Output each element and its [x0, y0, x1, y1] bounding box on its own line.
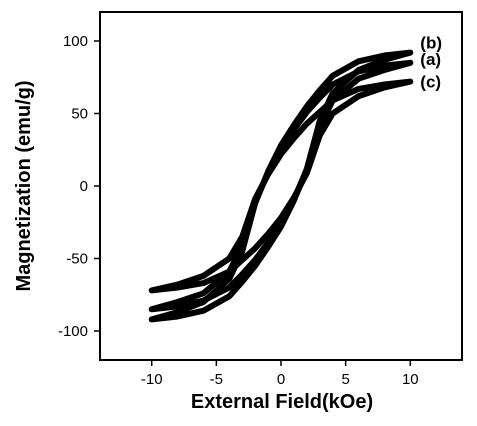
series-label: (b): [420, 34, 442, 53]
series-label: (c): [420, 73, 441, 92]
y-tick-label: 50: [71, 106, 88, 123]
y-tick-label: 100: [63, 33, 88, 50]
x-tick-label: 10: [402, 371, 419, 388]
series-label: (a): [420, 50, 441, 69]
x-tick-label: -5: [210, 371, 223, 388]
x-tick-label: 0: [277, 371, 285, 388]
x-tick-label: 5: [341, 371, 349, 388]
y-tick-label: 0: [80, 178, 88, 195]
x-axis-label: External Field(kOe): [191, 391, 373, 413]
y-tick-label: -50: [66, 251, 88, 268]
hysteresis-loop: [148, 59, 414, 313]
y-tick-label: -100: [58, 323, 88, 340]
x-tick-label: -10: [141, 371, 163, 388]
y-axis-label: Magnetization (emu/g): [13, 80, 35, 291]
hysteresis-loop: [148, 78, 414, 294]
